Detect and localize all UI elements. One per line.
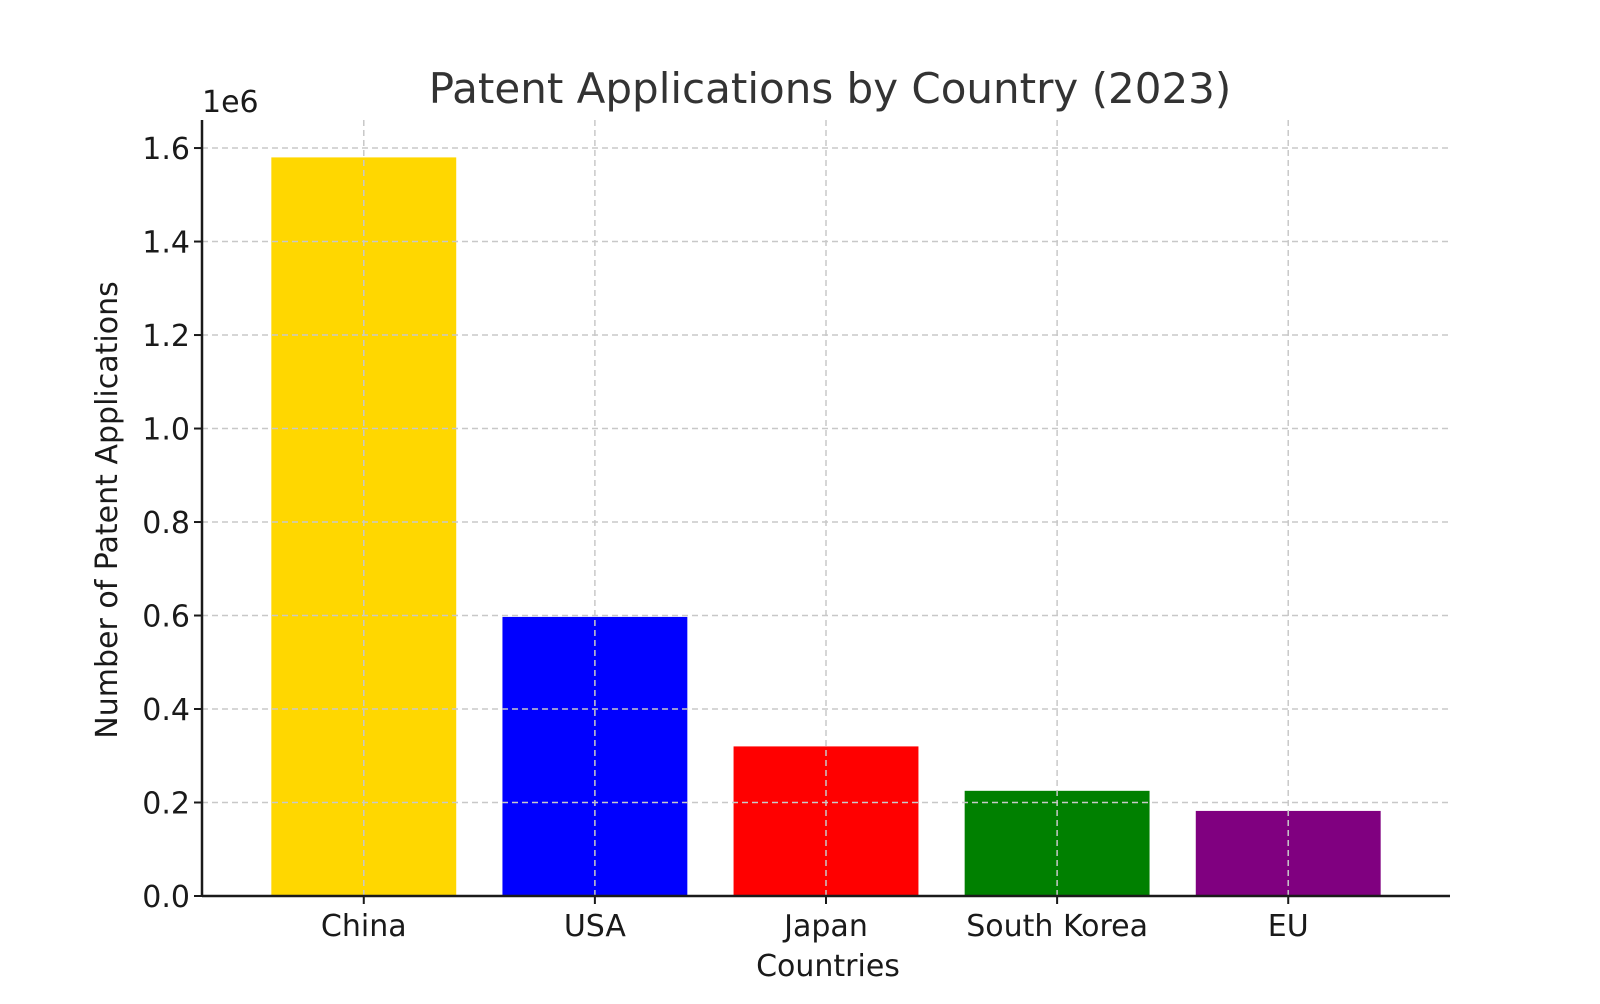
- x-tick-label: China: [321, 909, 407, 944]
- y-tick-label: 1.4: [142, 226, 190, 261]
- y-tick-label: 0.0: [142, 880, 190, 915]
- y-tick-label: 0.2: [142, 787, 190, 822]
- y-tick-label: 0.6: [142, 600, 190, 635]
- x-tick-label: USA: [564, 909, 627, 944]
- x-axis-title: Countries: [756, 949, 900, 984]
- x-tick-label: Japan: [782, 909, 868, 944]
- y-axis-title: Number of Patent Applications: [90, 281, 125, 738]
- x-tick-label: South Korea: [966, 909, 1148, 944]
- y-axis-offset-label: 1e6: [202, 85, 259, 120]
- y-tick-label: 0.4: [142, 693, 190, 728]
- y-tick-label: 1.6: [142, 132, 190, 167]
- y-tick-label: 1.0: [142, 413, 190, 448]
- y-tick-label: 1.2: [142, 319, 190, 354]
- chart-title: Patent Applications by Country (2023): [429, 64, 1232, 113]
- x-tick-label: EU: [1268, 909, 1309, 944]
- y-tick-label: 0.8: [142, 506, 190, 541]
- ticks: 0.0 0.2 0.4 0.6 0.8 1.0 1.2 1.4 1.6 China USA Japan…: [142, 132, 1308, 944]
